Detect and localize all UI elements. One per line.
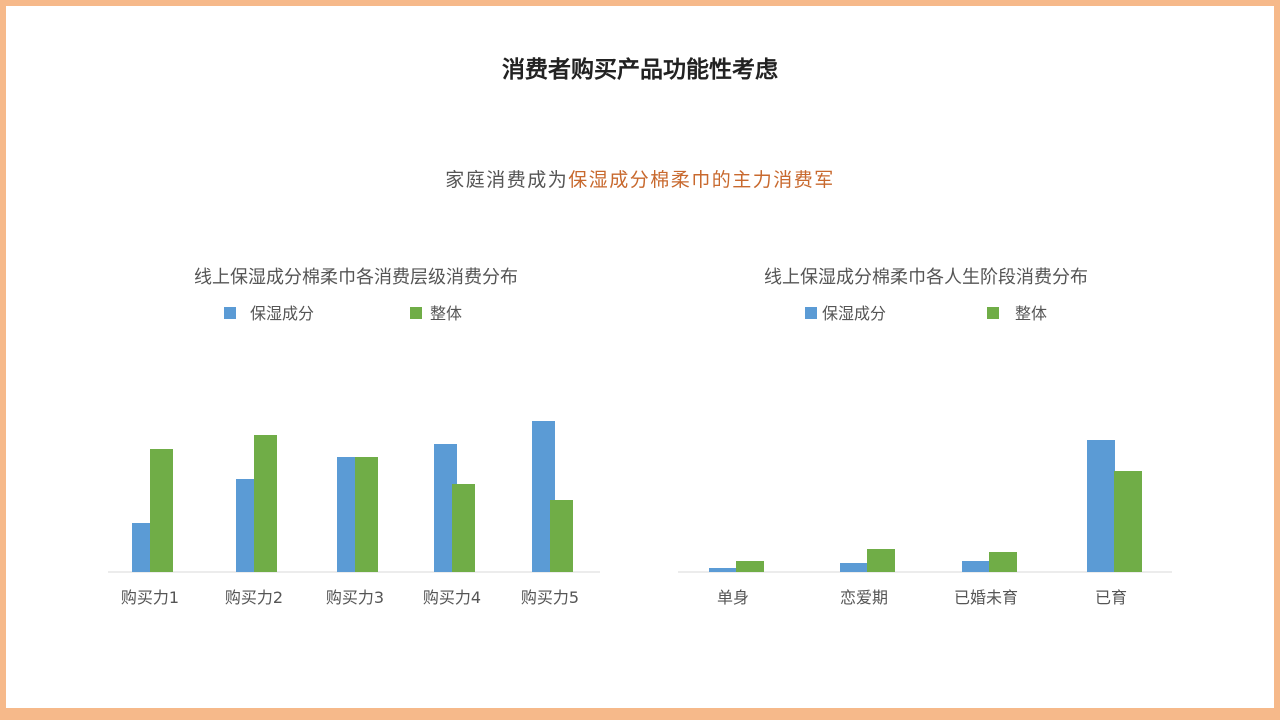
chart-1-tick-label-4: 购买力4 <box>423 588 481 607</box>
chart-1-legend-label-2: 整体 <box>430 304 462 323</box>
chart-2-bar-2-2 <box>867 549 895 572</box>
chart-1-tick-label-2: 购买力2 <box>225 588 283 607</box>
chart-1-bar-1-4 <box>434 444 457 572</box>
chart-2-bar-2-1 <box>736 561 764 572</box>
subtitle-highlight: 保湿成分棉柔巾的主力消费军 <box>568 169 835 191</box>
page-title: 消费者购买产品功能性考虑 <box>502 57 778 83</box>
chart-2-tick-label-3: 已婚未育 <box>954 588 1018 607</box>
chart-1-tick-label-3: 购买力3 <box>326 588 384 607</box>
chart-2-tick-label-1: 单身 <box>717 588 749 607</box>
chart-1-tick-label-1: 购买力1 <box>121 588 179 607</box>
chart-1-bar-1-3 <box>337 457 360 572</box>
chart-1-legend-label-1: 保湿成分 <box>250 304 314 323</box>
chart-2-bar-1-2 <box>840 563 868 572</box>
page-subtitle: 家庭消费成为保湿成分棉柔巾的主力消费军 <box>6 165 1274 192</box>
chart-1-bar-2-3 <box>355 457 378 572</box>
chart-2-bar-1-3 <box>962 561 990 572</box>
chart-2-legend-swatch-2 <box>987 307 999 319</box>
chart-1-bar-2-1 <box>150 449 173 572</box>
slide: 消费者购买产品功能性考虑 家庭消费成为保湿成分棉柔巾的主力消费军 <box>6 6 1274 708</box>
chart-2-bar-2-3 <box>989 552 1017 572</box>
chart-2-bar-1-1 <box>709 568 737 572</box>
chart-1-legend-swatch-2 <box>410 307 422 319</box>
chart-1-bar-2-4 <box>452 484 475 572</box>
subtitle-prefix: 家庭消费成为 <box>445 169 569 191</box>
chart-2-legend-swatch-1 <box>805 307 817 319</box>
chart-1-bar-1-1 <box>132 523 155 572</box>
chart-2-tick-label-2: 恋爱期 <box>840 588 888 607</box>
chart-1-bar-2-2 <box>254 435 277 572</box>
chart-2-tick-label-4: 已育 <box>1095 588 1127 607</box>
chart-1-legend-swatch-1 <box>224 307 236 319</box>
chart-1-tick-label-5: 购买力5 <box>521 588 579 607</box>
chart-1-title: 线上保湿成分棉柔巾各消费层级消费分布 <box>194 267 518 288</box>
chart-2-title: 线上保湿成分棉柔巾各人生阶段消费分布 <box>764 267 1088 288</box>
chart-1-bar-1-2 <box>236 479 259 572</box>
chart-2-bar-1-4 <box>1087 440 1115 572</box>
chart-1-bar-2-5 <box>550 500 573 572</box>
chart-2-legend-label-2: 整体 <box>1015 304 1047 323</box>
chart-2-legend-label-1: 保湿成分 <box>822 304 886 323</box>
chart-1-bar-1-5 <box>532 421 555 572</box>
chart-2-bar-2-4 <box>1114 471 1142 572</box>
